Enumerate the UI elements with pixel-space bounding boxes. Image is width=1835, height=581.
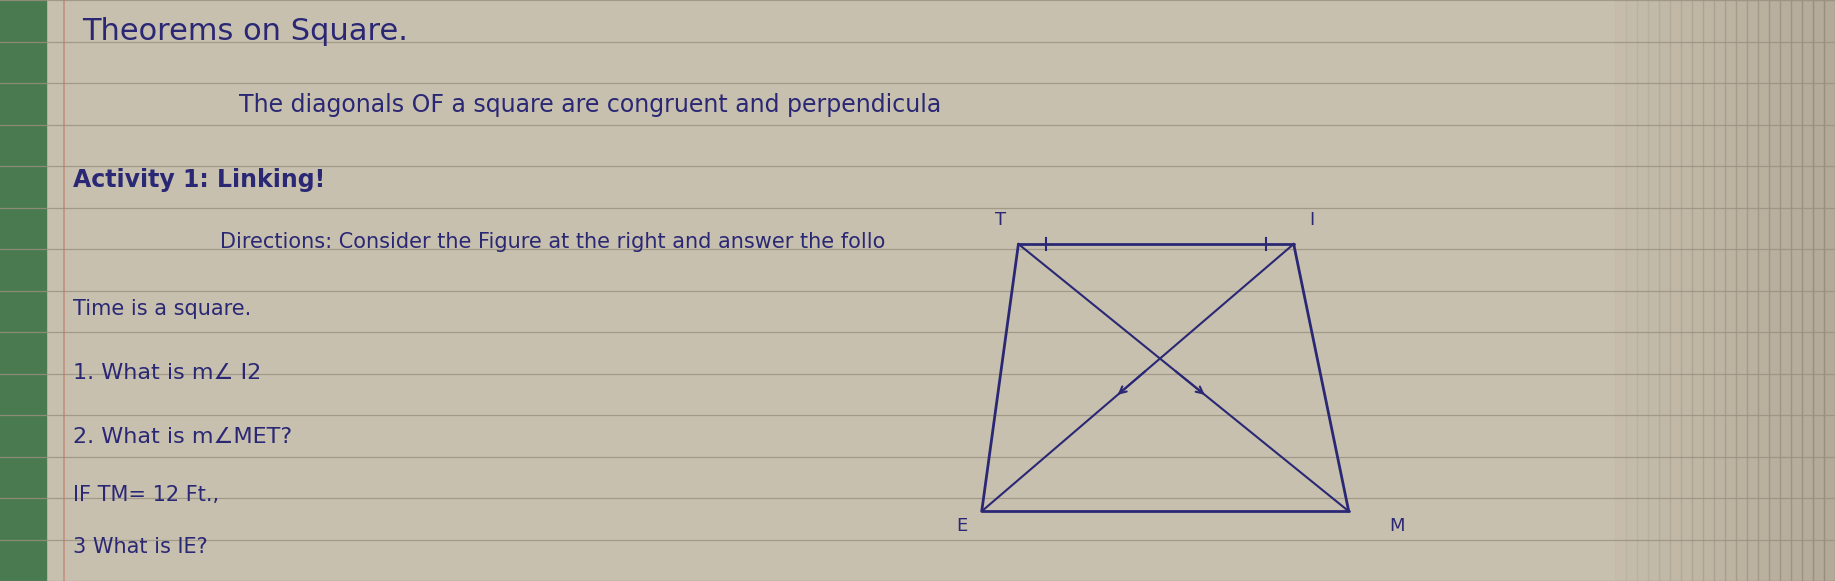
Bar xyxy=(1802,0,1813,581)
Text: M: M xyxy=(1389,517,1404,535)
Text: IF TM= 12 Ft.,: IF TM= 12 Ft., xyxy=(73,485,220,505)
Bar xyxy=(1725,0,1736,581)
Text: The diagonals OF a square are congruent and perpendicula: The diagonals OF a square are congruent … xyxy=(239,93,941,117)
Text: Time is a square.: Time is a square. xyxy=(73,299,251,319)
Bar xyxy=(1681,0,1692,581)
Bar xyxy=(1670,0,1681,581)
Text: Theorems on Square.: Theorems on Square. xyxy=(83,17,409,46)
Bar xyxy=(1780,0,1791,581)
Text: 2. What is m∠MET?: 2. What is m∠MET? xyxy=(73,427,292,447)
Bar xyxy=(1714,0,1725,581)
Bar xyxy=(1736,0,1747,581)
Text: Activity 1: Linking!: Activity 1: Linking! xyxy=(73,168,325,192)
Bar xyxy=(1758,0,1769,581)
Bar xyxy=(1615,0,1626,581)
Bar xyxy=(1648,0,1659,581)
Text: I: I xyxy=(1310,211,1314,229)
Bar xyxy=(1692,0,1703,581)
Text: T: T xyxy=(995,211,1006,229)
Text: 1. What is m∠ I2: 1. What is m∠ I2 xyxy=(73,363,262,383)
Bar xyxy=(0,0,46,581)
Bar xyxy=(1703,0,1714,581)
Text: 3 What is IE?: 3 What is IE? xyxy=(73,537,207,557)
Text: Directions: Consider the Figure at the right and answer the follo: Directions: Consider the Figure at the r… xyxy=(220,232,886,252)
Bar xyxy=(1747,0,1758,581)
Bar xyxy=(1637,0,1648,581)
Text: E: E xyxy=(956,517,967,535)
Bar xyxy=(1791,0,1802,581)
Bar xyxy=(1824,0,1835,581)
Bar xyxy=(1769,0,1780,581)
Bar xyxy=(1813,0,1824,581)
Bar xyxy=(1659,0,1670,581)
Bar xyxy=(1626,0,1637,581)
